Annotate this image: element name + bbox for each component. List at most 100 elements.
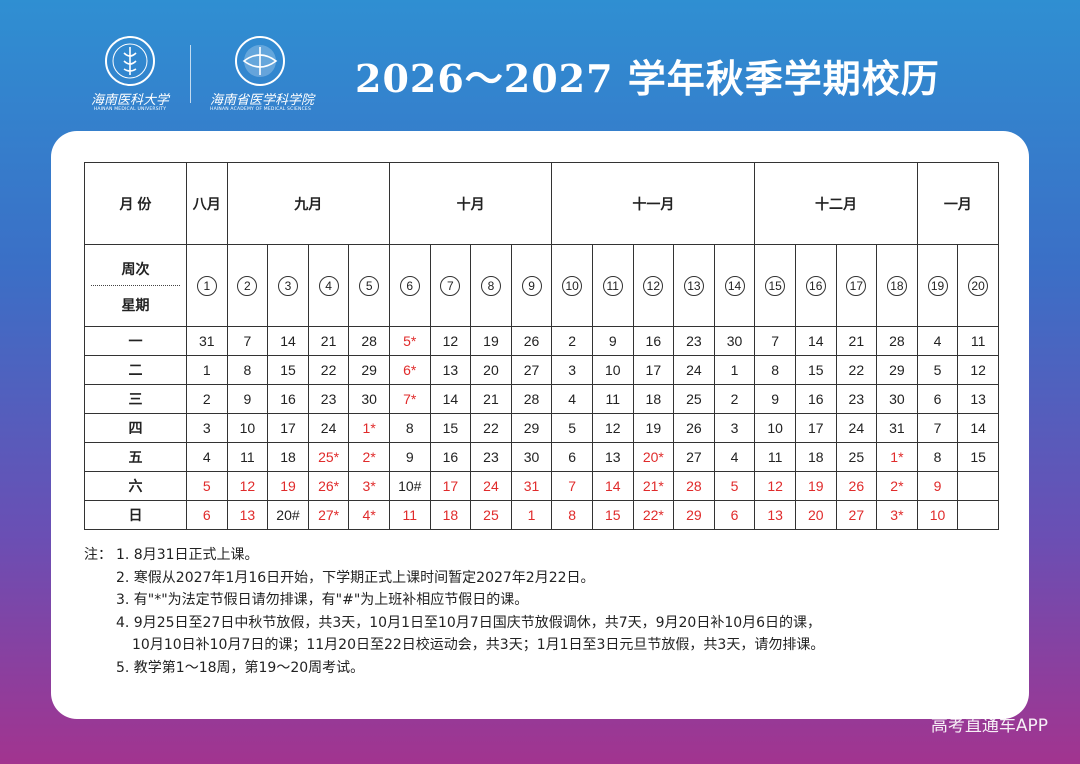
- university-emblem-icon: [105, 36, 155, 86]
- date-cell: 13: [754, 500, 796, 530]
- date-cell: 8: [916, 442, 959, 472]
- date-cell: 9: [754, 384, 796, 414]
- date-cell: [957, 471, 999, 501]
- date-cell: 17: [429, 471, 472, 501]
- school-calendar-table: 月 份八月 九月 十月 十一月 十二月 一月 周次 星期 1 2 3 4 5 6 7 8 9 10 11 12 13 14…: [84, 162, 999, 530]
- date-cell: 22: [307, 355, 350, 385]
- week-number: 17: [846, 275, 867, 296]
- weekday-label-cell: 一: [84, 326, 187, 356]
- month-row: 月 份八月 九月 十月 十一月 十二月 一月: [84, 162, 999, 245]
- date-cell: 20: [794, 500, 837, 530]
- page-title: 2026～2027 学年秋季学期校历: [355, 56, 940, 101]
- date-cell: 9: [226, 384, 269, 414]
- week-number: 16: [805, 275, 826, 296]
- note-item: 3. 有"*"为法定节假日请勿排课，有"#"为上班补相应节假日的课。: [116, 592, 529, 608]
- date-cell: 2: [551, 326, 593, 356]
- date-cell: 6*: [388, 355, 431, 385]
- date-cell: 1*: [876, 442, 918, 472]
- date-cell: 14: [429, 384, 472, 414]
- date-cell: 6: [713, 500, 756, 530]
- date-cell: 19: [267, 471, 309, 501]
- date-cell: 30: [876, 384, 918, 414]
- date-cell: 7: [916, 413, 959, 443]
- month-cell: 一月: [916, 162, 999, 245]
- date-cell: 4: [551, 384, 593, 414]
- date-cell: 28: [876, 326, 918, 356]
- date-cell: 29: [876, 355, 918, 385]
- date-cell: 4: [916, 326, 959, 356]
- date-cell: 30: [713, 326, 756, 356]
- date-cell: 10: [754, 413, 796, 443]
- note-item: 注： 1. 8月31日正式上课。: [84, 544, 824, 567]
- week-weekday-header-cell: 周次 星期: [84, 244, 187, 327]
- date-cell: 14: [591, 471, 634, 501]
- date-cell: 16: [632, 326, 675, 356]
- week-number: 11: [602, 275, 623, 296]
- week-number: 15: [765, 275, 786, 296]
- week-number-cell: 3: [267, 244, 309, 327]
- date-cell: 26: [673, 413, 715, 443]
- date-cell: 13: [591, 442, 634, 472]
- date-cell: 11: [754, 442, 796, 472]
- notes-label: 注：: [84, 547, 112, 563]
- date-cell: 9: [388, 442, 431, 472]
- date-cell: 24: [835, 413, 878, 443]
- week-number: 4: [318, 275, 339, 296]
- date-cell: 19: [470, 326, 512, 356]
- week-number-cell: 2: [226, 244, 269, 327]
- date-cell: 25: [470, 500, 512, 530]
- date-cell: 27*: [307, 500, 350, 530]
- weekday-row: 五 4 11 18 25* 2* 9 16 23 30 6 13 20* 27 4 11 18 25 1* 8 15: [84, 442, 999, 472]
- week-number: 12: [643, 275, 664, 296]
- weekday-label-cell: 四: [84, 413, 187, 443]
- date-cell: 17: [267, 413, 309, 443]
- week-number-cell: 11: [591, 244, 634, 327]
- weekday-label-cell: 三: [84, 384, 187, 414]
- date-cell: 5*: [388, 326, 431, 356]
- date-cell: 15: [429, 413, 472, 443]
- date-cell: 12: [591, 413, 634, 443]
- weekday-row: 日 6 13 20# 27* 4* 11 18 25 1 8 15 22* 29 6 13 20 27 3* 10: [84, 500, 999, 530]
- date-cell: 2*: [876, 471, 918, 501]
- date-cell: 16: [267, 384, 309, 414]
- date-cell: 15: [794, 355, 837, 385]
- weekday-label-cell: 六: [84, 471, 187, 501]
- date-cell: 19: [632, 413, 675, 443]
- date-cell: 14: [794, 326, 837, 356]
- date-cell: 11: [591, 384, 634, 414]
- date-cell: 24: [673, 355, 715, 385]
- week-number-cell: 6: [388, 244, 431, 327]
- date-cell: 8: [551, 500, 593, 530]
- week-number: 7: [440, 275, 461, 296]
- week-number: 20: [968, 275, 989, 296]
- date-cell: 13: [429, 355, 472, 385]
- date-cell: 25: [673, 384, 715, 414]
- date-cell: 3: [186, 413, 228, 443]
- date-cell: 21: [835, 326, 878, 356]
- date-cell: 7*: [388, 384, 431, 414]
- date-cell: 11: [226, 442, 269, 472]
- header: 海南医科大学 HAINAN MEDICAL UNIVERSITY 海南省医学科学…: [0, 0, 1080, 130]
- date-cell: 29: [348, 355, 390, 385]
- logo2-chinese-name: 海南省医学科学院: [210, 93, 315, 108]
- date-cell: 15: [957, 442, 999, 472]
- week-number-cell: 16: [794, 244, 837, 327]
- date-cell: 3: [713, 413, 756, 443]
- note-item: 5. 教学第1～18周，第19～20周考试。: [116, 659, 365, 676]
- date-cell: 18: [267, 442, 309, 472]
- note-item: 4. 9月25日至27日中秋节放假，共3天，10月1日至10月7日国庆节放假调休…: [116, 614, 822, 631]
- month-cell: 十一月: [551, 162, 756, 245]
- date-cell: 20*: [632, 442, 675, 472]
- week-number-cell: 20: [957, 244, 999, 327]
- date-cell: 11: [388, 500, 431, 530]
- date-cell: 1: [713, 355, 756, 385]
- date-cell: 24: [470, 471, 512, 501]
- date-cell: 17: [632, 355, 675, 385]
- date-cell: 12: [957, 355, 999, 385]
- date-cell: 12: [754, 471, 796, 501]
- date-cell: 2: [713, 384, 756, 414]
- date-cell: 23: [673, 326, 715, 356]
- date-cell: 3*: [348, 471, 390, 501]
- date-cell: 27: [673, 442, 715, 472]
- week-number-cell: 15: [754, 244, 796, 327]
